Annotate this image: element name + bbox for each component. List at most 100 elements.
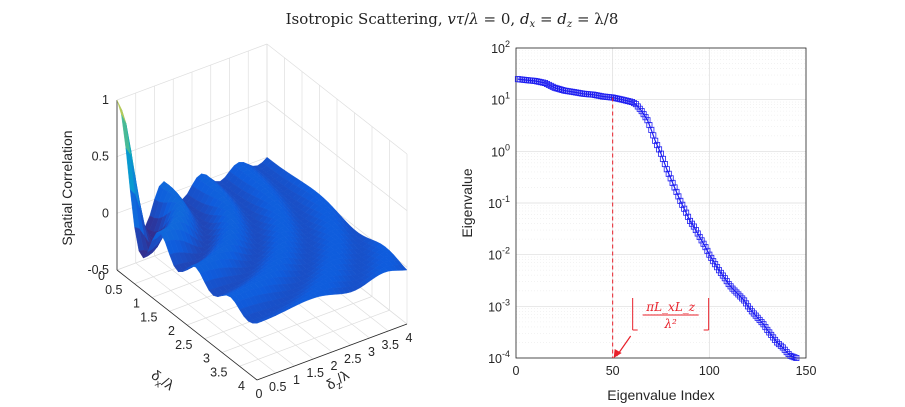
surface-ylabel: δz/λ — [323, 367, 354, 397]
eig-marker — [758, 319, 765, 326]
eig-ylabel: Eigenvalue — [459, 168, 475, 237]
surface-y-tick: 1.5 — [307, 366, 324, 380]
eig-marker — [737, 293, 744, 300]
eig-y-tick: 10-1 — [488, 194, 510, 211]
eig-marker — [549, 83, 556, 90]
eig-marker — [791, 354, 798, 361]
eig-marker — [690, 223, 697, 230]
surface-z-tick: 0 — [102, 206, 109, 220]
eig-marker — [775, 341, 782, 348]
eig-series — [514, 76, 800, 361]
eig-y-tick: 101 — [491, 91, 510, 108]
eig-marker — [708, 254, 715, 261]
eig-marker — [559, 87, 566, 94]
eig-marker — [777, 342, 784, 349]
eig-y-tick: 100 — [491, 142, 510, 159]
figure-title: Isotropic Scattering, vτ/λ = 0, dx = dz … — [286, 10, 619, 30]
surface-wall-grid — [116, 43, 268, 101]
eig-marker — [793, 354, 800, 361]
eig-marker — [731, 287, 738, 294]
surface-y-tick: 4 — [406, 331, 413, 345]
surface-y-tick: 3.5 — [382, 338, 399, 352]
surface-zlabel: Spatial Correlation — [59, 130, 75, 245]
eig-marker — [623, 97, 630, 104]
surface-floor-grid — [239, 309, 390, 367]
surface-wall-grid — [116, 100, 268, 157]
surface-x-tick: 2 — [168, 324, 175, 338]
eig-marker — [625, 98, 632, 105]
eig-marker — [638, 108, 645, 115]
eig-marker — [667, 175, 674, 182]
eig-marker — [547, 82, 554, 89]
eig-y-tick: 10-4 — [488, 349, 510, 366]
surface-x-axis — [116, 269, 258, 381]
eig-marker — [714, 264, 721, 271]
eig-marker — [617, 96, 624, 103]
annotation-arrowhead — [613, 349, 622, 358]
eig-marker — [536, 78, 543, 85]
eig-marker — [545, 81, 552, 88]
eig-marker — [654, 142, 661, 149]
surface-wall-grid — [266, 100, 408, 211]
eig-y-tick: 102 — [491, 39, 510, 56]
eig-x-tick: 50 — [606, 364, 620, 378]
eig-marker — [532, 77, 539, 84]
eig-marker — [621, 97, 628, 104]
annotation-denominator: λ² — [663, 317, 677, 331]
eig-marker — [756, 316, 763, 323]
surface-patch — [116, 99, 127, 124]
eig-marker — [729, 285, 736, 292]
eig-marker — [685, 213, 692, 220]
eig-marker — [543, 80, 550, 87]
eig-marker — [735, 291, 742, 298]
eig-marker — [663, 166, 670, 173]
surface-x-tick: 0.5 — [105, 283, 122, 297]
surface-y-tick: 3 — [368, 345, 375, 359]
eigenvalue-plot: 0 50 100 150 102 101 100 10-1 10-2 10-3 10-4 πL_xL… — [459, 39, 816, 403]
eig-marker — [754, 314, 761, 321]
eig-marker — [677, 197, 684, 204]
eig-marker — [698, 237, 705, 244]
surface-y-tick: 0 — [256, 387, 263, 401]
eig-y-tick: 10-2 — [488, 246, 510, 263]
surface-floor-grid — [221, 296, 373, 353]
surface-y-tick: 1 — [293, 373, 300, 387]
eig-marker — [733, 289, 740, 296]
eig-marker — [712, 261, 719, 268]
eig-marker — [679, 201, 686, 208]
surface-x-tick: 3.5 — [210, 365, 227, 379]
surface-x-tick: 0 — [98, 269, 105, 283]
annotation-numerator: πL_xL_z — [645, 300, 696, 314]
eig-marker — [750, 310, 757, 317]
surface-y-tick: 2.5 — [344, 352, 361, 366]
eig-marker — [640, 111, 647, 118]
eig-marker — [551, 84, 558, 91]
eig-marker — [696, 233, 703, 240]
eig-marker — [656, 146, 663, 153]
surface-y-tick: 2 — [331, 359, 338, 373]
eig-marker — [683, 209, 690, 216]
surface-x-tick: 1 — [133, 297, 140, 311]
surface-y-tick: 0.5 — [269, 380, 286, 394]
eig-marker — [702, 244, 709, 251]
eig-marker — [774, 339, 781, 346]
eig-marker — [787, 352, 794, 359]
surface-wall-grid — [266, 43, 408, 155]
surface-z-tick: 1 — [102, 93, 109, 107]
surface-mesh — [116, 99, 408, 324]
eig-xlabel: Eigenvalue Index — [607, 387, 714, 403]
eig-marker — [673, 188, 680, 195]
eig-marker — [671, 184, 678, 191]
surface-x-tick: 3 — [203, 352, 210, 366]
eig-tick-labels: 0 50 100 150 102 101 100 10-1 10-2 10-3 10-4 — [488, 39, 816, 378]
eig-marker — [630, 100, 637, 107]
eig-marker — [555, 85, 562, 92]
eig-axes-box — [515, 47, 807, 359]
eig-marker — [675, 193, 682, 200]
eig-marker — [611, 94, 618, 101]
eig-marker — [739, 295, 746, 302]
eig-marker — [538, 79, 545, 86]
eig-marker — [642, 114, 649, 121]
surface-z-tick: 0.5 — [92, 150, 109, 164]
